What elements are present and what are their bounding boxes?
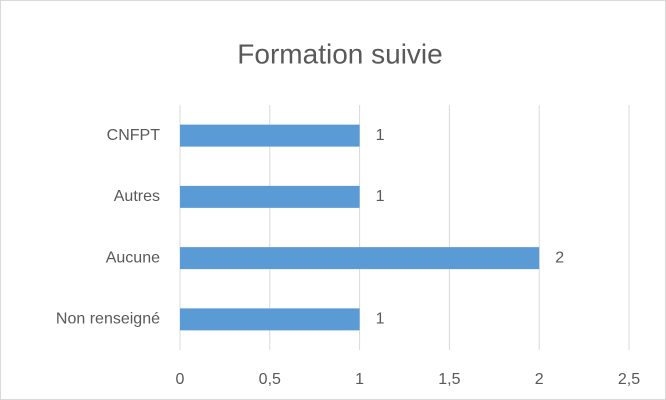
bar bbox=[180, 124, 360, 147]
data-label: 2 bbox=[555, 249, 564, 266]
x-tick-label: 1,5 bbox=[438, 371, 460, 388]
y-tick-label: Aucune bbox=[106, 249, 160, 266]
data-label: 1 bbox=[376, 311, 385, 328]
chart-title: Formation suivie bbox=[237, 38, 442, 69]
bar bbox=[180, 185, 360, 208]
bar bbox=[180, 308, 360, 331]
x-tick-label: 0 bbox=[176, 371, 185, 388]
data-label: 1 bbox=[376, 188, 385, 205]
y-tick-label: CNFPT bbox=[107, 127, 161, 144]
y-tick-label: Non renseigné bbox=[56, 311, 160, 328]
x-tick-label: 2,5 bbox=[618, 371, 640, 388]
data-label: 1 bbox=[376, 127, 385, 144]
bar bbox=[180, 247, 540, 270]
y-tick-label: Autres bbox=[114, 188, 160, 205]
x-tick-label: 0,5 bbox=[259, 371, 281, 388]
x-tick-label: 2 bbox=[535, 371, 544, 388]
x-tick-label: 1 bbox=[355, 371, 364, 388]
